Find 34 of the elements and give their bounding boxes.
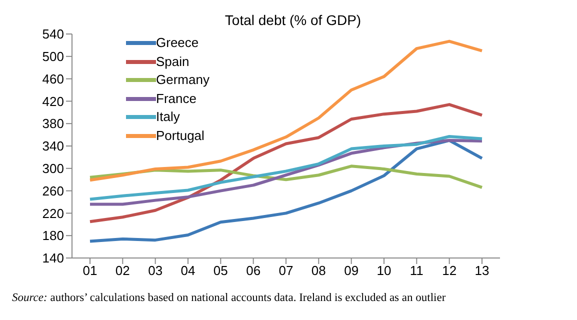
x-tick-label: 02: [115, 263, 130, 278]
x-tick-label: 01: [82, 263, 98, 278]
y-tick-label: 340: [42, 138, 64, 154]
y-tick-label: 460: [42, 71, 64, 86]
line-series: [88, 103, 484, 224]
chart-title: Total debt (% of GDP): [224, 12, 362, 28]
x-tick-label: 03: [148, 263, 163, 278]
y-tick-label: 380: [42, 116, 64, 132]
x-tick-label: 06: [246, 263, 261, 278]
legend-label: Germany: [156, 71, 210, 89]
x-tick-label: 05: [213, 263, 228, 278]
y-tick-label: 540: [42, 26, 64, 42]
legend-label: Italy: [156, 108, 180, 126]
x-tick-label: 10: [376, 263, 392, 278]
y-tick-label: 500: [42, 49, 64, 64]
line-series: [88, 40, 484, 182]
legend-label: Portugal: [156, 126, 204, 145]
x-tick-label: 12: [442, 263, 457, 278]
y-tick-label: 180: [42, 228, 64, 244]
y-tick-label: 420: [42, 94, 64, 109]
y-tick-label: 140: [42, 250, 64, 266]
legend-label: Greece: [156, 34, 199, 52]
x-tick-label: 13: [474, 263, 490, 278]
x-tick-label: 09: [344, 263, 359, 278]
legend-label: Spain: [156, 52, 190, 71]
y-tick-label: 220: [42, 206, 64, 221]
source-note: Source: authors’ calculations based on national accounts data. Ireland is excluded as an outlier: [12, 292, 446, 304]
y-tick-label: 260: [42, 183, 64, 198]
x-tick-label: 11: [410, 263, 424, 278]
x-tick-label: 04: [180, 263, 196, 278]
y-tick-label: 300: [42, 161, 64, 176]
x-tick-label: 07: [278, 263, 294, 278]
x-tick-label: 08: [311, 263, 326, 278]
legend-label: France: [156, 90, 196, 108]
